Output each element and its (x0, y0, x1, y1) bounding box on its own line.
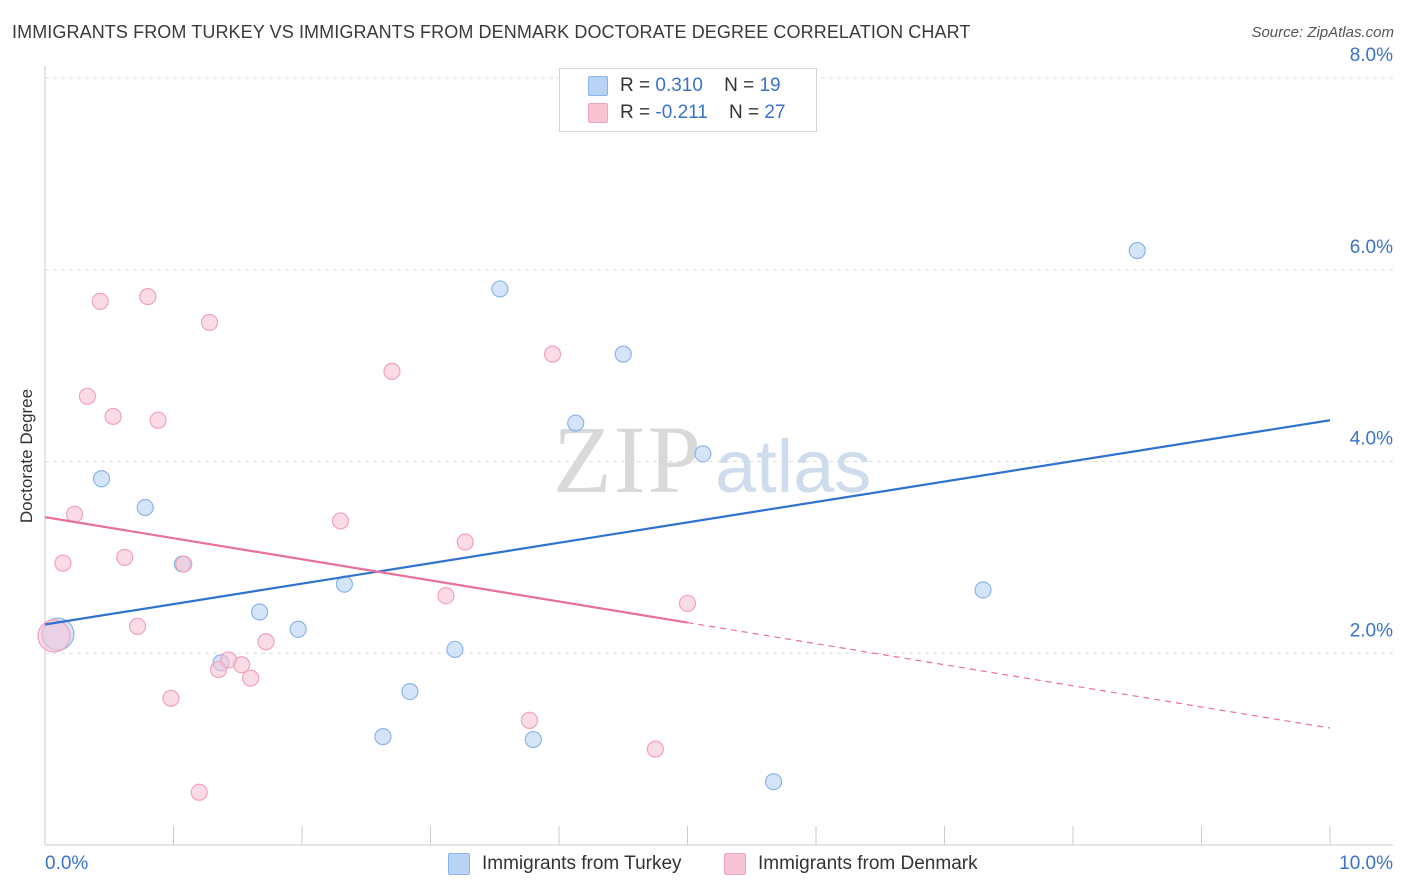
y-axis-label: Doctorate Degree (17, 388, 36, 524)
denmark-point (175, 555, 193, 573)
denmark-point (65, 505, 84, 523)
n-label: N = (728, 102, 760, 123)
denmark-point (78, 387, 97, 405)
turkey-point (974, 581, 992, 599)
denmark-point (242, 669, 260, 687)
denmark-point (104, 407, 122, 426)
denmark-point (543, 345, 562, 363)
watermark: ZIP atlas (553, 406, 871, 513)
turkey-point (567, 414, 585, 432)
denmark-trend-line (44, 516, 688, 624)
legend-item-turkey: Immigrants from Turkey (448, 850, 682, 878)
legend-denmark-label: Immigrants from Denmark (758, 853, 978, 874)
legend-item-denmark: Immigrants from Denmark (724, 850, 978, 878)
legend-row-denmark: R = -0.211 N = 27 (588, 100, 786, 126)
denmark-swatch (724, 853, 746, 875)
legend-r-text: R = -0.211 N = 27 (620, 102, 786, 124)
y-tick-label: 8.0% (1350, 45, 1393, 66)
legend-turkey-label: Immigrants from Turkey (482, 853, 682, 874)
denmark-point (678, 594, 697, 612)
y-tick-label: 4.0% (1350, 429, 1393, 450)
chart-title: IMMIGRANTS FROM TURKEY VS IMMIGRANTS FRO… (12, 22, 971, 42)
turkey-swatch (448, 853, 470, 875)
denmark-point (149, 411, 167, 429)
grid-lines (45, 77, 1393, 654)
turkey-point (374, 728, 392, 746)
source-label: Source: ZipAtlas.com (1251, 24, 1394, 41)
denmark-point (139, 287, 157, 306)
turkey-point (289, 620, 307, 638)
denmark-point (383, 362, 401, 380)
turkey-point (1128, 241, 1146, 260)
denmark-point (190, 783, 208, 801)
turkey-swatch (588, 76, 608, 96)
denmark-point (91, 292, 109, 310)
denmark-point (520, 711, 539, 729)
r-label: R = (620, 75, 651, 96)
legend-r-text: R = 0.310 N = 19 (620, 75, 781, 97)
turkey-point (92, 470, 111, 488)
r-value: -0.211 (655, 102, 708, 123)
y-tick-label: 6.0% (1350, 237, 1393, 258)
trend-lines (44, 419, 1331, 729)
turkey-point (401, 682, 419, 701)
r-label: R = (620, 102, 651, 123)
n-value: 19 (759, 75, 781, 96)
y-tick-label: 2.0% (1350, 620, 1393, 641)
denmark-point (116, 548, 134, 566)
denmark-point (54, 554, 72, 572)
x-tick-label: 0.0% (45, 853, 88, 874)
denmark-point (437, 587, 455, 605)
denmark-point (456, 533, 474, 551)
turkey-point (694, 445, 712, 463)
turkey-point (250, 603, 269, 621)
x-tick-label: 10.0% (1339, 853, 1393, 874)
stats-legend: R = 0.310 N = 19 R = -0.211 N = 27 (559, 68, 817, 132)
denmark-point (233, 656, 251, 674)
turkey-point (764, 773, 783, 791)
denmark-swatch (588, 103, 608, 123)
n-label: N = (724, 75, 755, 96)
turkey-point (614, 345, 632, 363)
turkey-point (136, 498, 154, 517)
denmark-trend-extension (687, 621, 1331, 729)
axes (44, 66, 1393, 846)
denmark-point (257, 633, 275, 651)
turkey-point (524, 730, 542, 749)
denmark-point (162, 689, 180, 707)
n-value: 27 (764, 102, 786, 123)
legend-row-turkey: R = 0.310 N = 19 (588, 73, 781, 99)
data-points (37, 241, 1146, 801)
denmark-point (200, 313, 219, 332)
turkey-point (491, 280, 509, 298)
denmark-point (646, 740, 664, 758)
watermark-atlas: atlas (715, 425, 871, 508)
denmark-point (37, 619, 71, 653)
denmark-point (331, 512, 350, 530)
denmark-point (128, 617, 147, 636)
turkey-trend-line (44, 419, 1331, 626)
r-value: 0.310 (655, 75, 703, 96)
tick-labels: 2.0% 4.0% 6.0% 8.0% 0.0% 10.0% (45, 45, 1393, 874)
turkey-point (446, 640, 464, 659)
